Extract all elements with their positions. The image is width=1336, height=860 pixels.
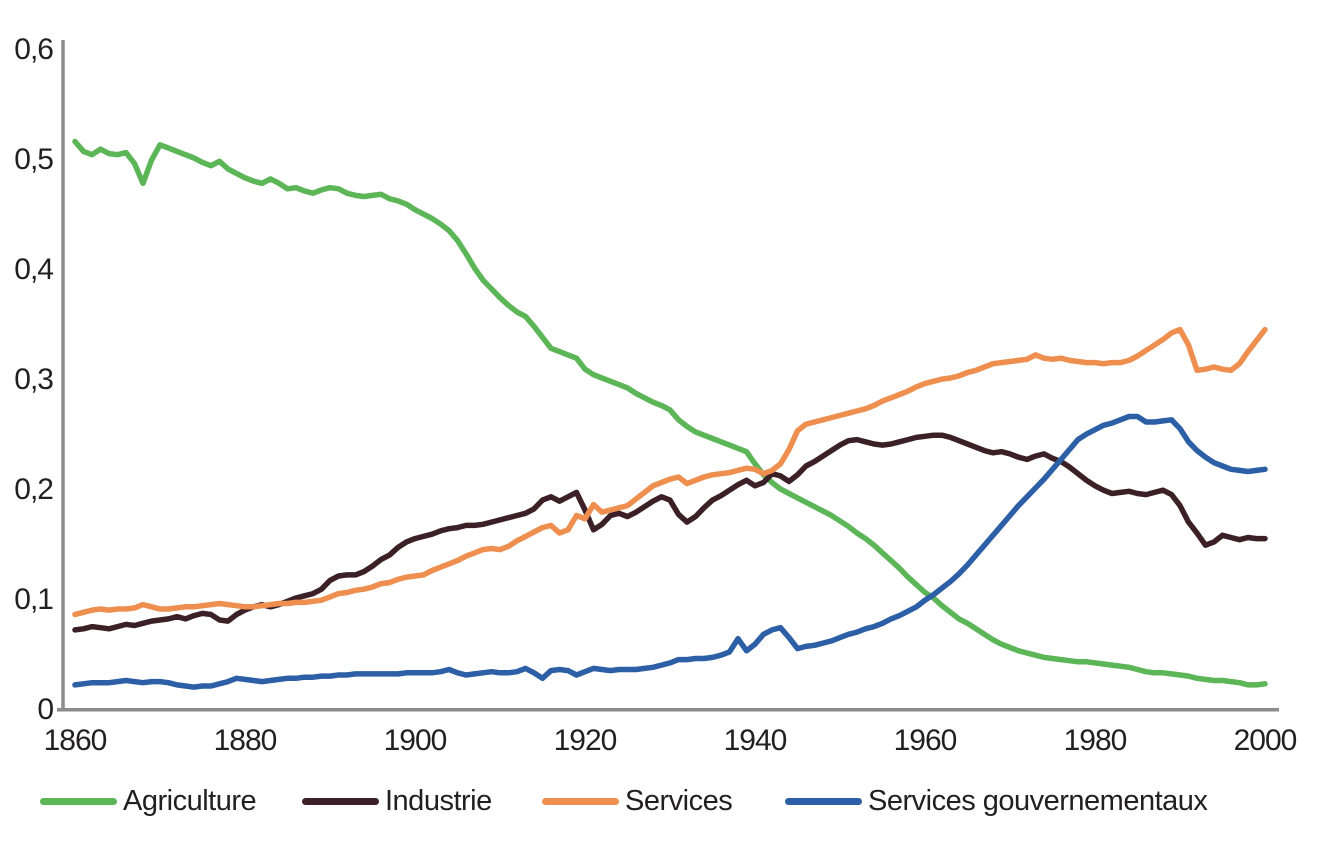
y-tick-label: 0,3: [14, 363, 53, 396]
series-line-agriculture: [72, 138, 1268, 688]
legend-item-industrie: Industrie: [302, 784, 492, 817]
legend-swatch-services-icon: [542, 797, 619, 805]
legend-label-agriculture: Agriculture: [123, 784, 257, 817]
legend-swatch-agriculture-icon: [40, 797, 117, 805]
plot-svg: 0 0,1 0,2 0,3 0,4 0,5 0,6 1860 1880 1900 1920 1940 1…: [14, 33, 1297, 757]
x-tick-label: 1900: [384, 724, 447, 757]
series-line-services-gouvernementaux: [72, 413, 1268, 690]
legend-item-services: Services: [542, 784, 733, 817]
series-line-services: [72, 326, 1268, 618]
y-tick-label: 0: [37, 693, 53, 726]
legend-swatch-industrie-icon: [302, 797, 379, 805]
legend-swatch-services-gouvernementaux-icon: [785, 797, 862, 805]
x-tick-label: 1880: [214, 724, 277, 757]
legend-label-services-gouvernementaux: Services gouvernementaux: [868, 784, 1208, 817]
legend-label-services: Services: [625, 784, 733, 817]
legend-item-services-gouvernementaux: Services gouvernementaux: [785, 784, 1208, 817]
legend-item-agriculture: Agriculture: [40, 784, 257, 817]
y-tick-label: 0,2: [14, 473, 53, 506]
x-tick-label: 1980: [1064, 724, 1127, 757]
series-line-industrie: [72, 432, 1268, 633]
y-tick-label: 0,5: [14, 143, 53, 176]
x-tick-label: 1960: [894, 724, 957, 757]
y-tick-label: 0,4: [14, 253, 53, 286]
y-tick-label: 0,1: [14, 583, 53, 616]
y-tick-label: 0,6: [14, 33, 53, 66]
x-tick-label: 2000: [1234, 724, 1297, 757]
x-tick-label: 1940: [724, 724, 787, 757]
legend-label-industrie: Industrie: [385, 784, 492, 817]
x-tick-label: 1920: [554, 724, 617, 757]
x-tick-label: 1860: [44, 724, 107, 757]
